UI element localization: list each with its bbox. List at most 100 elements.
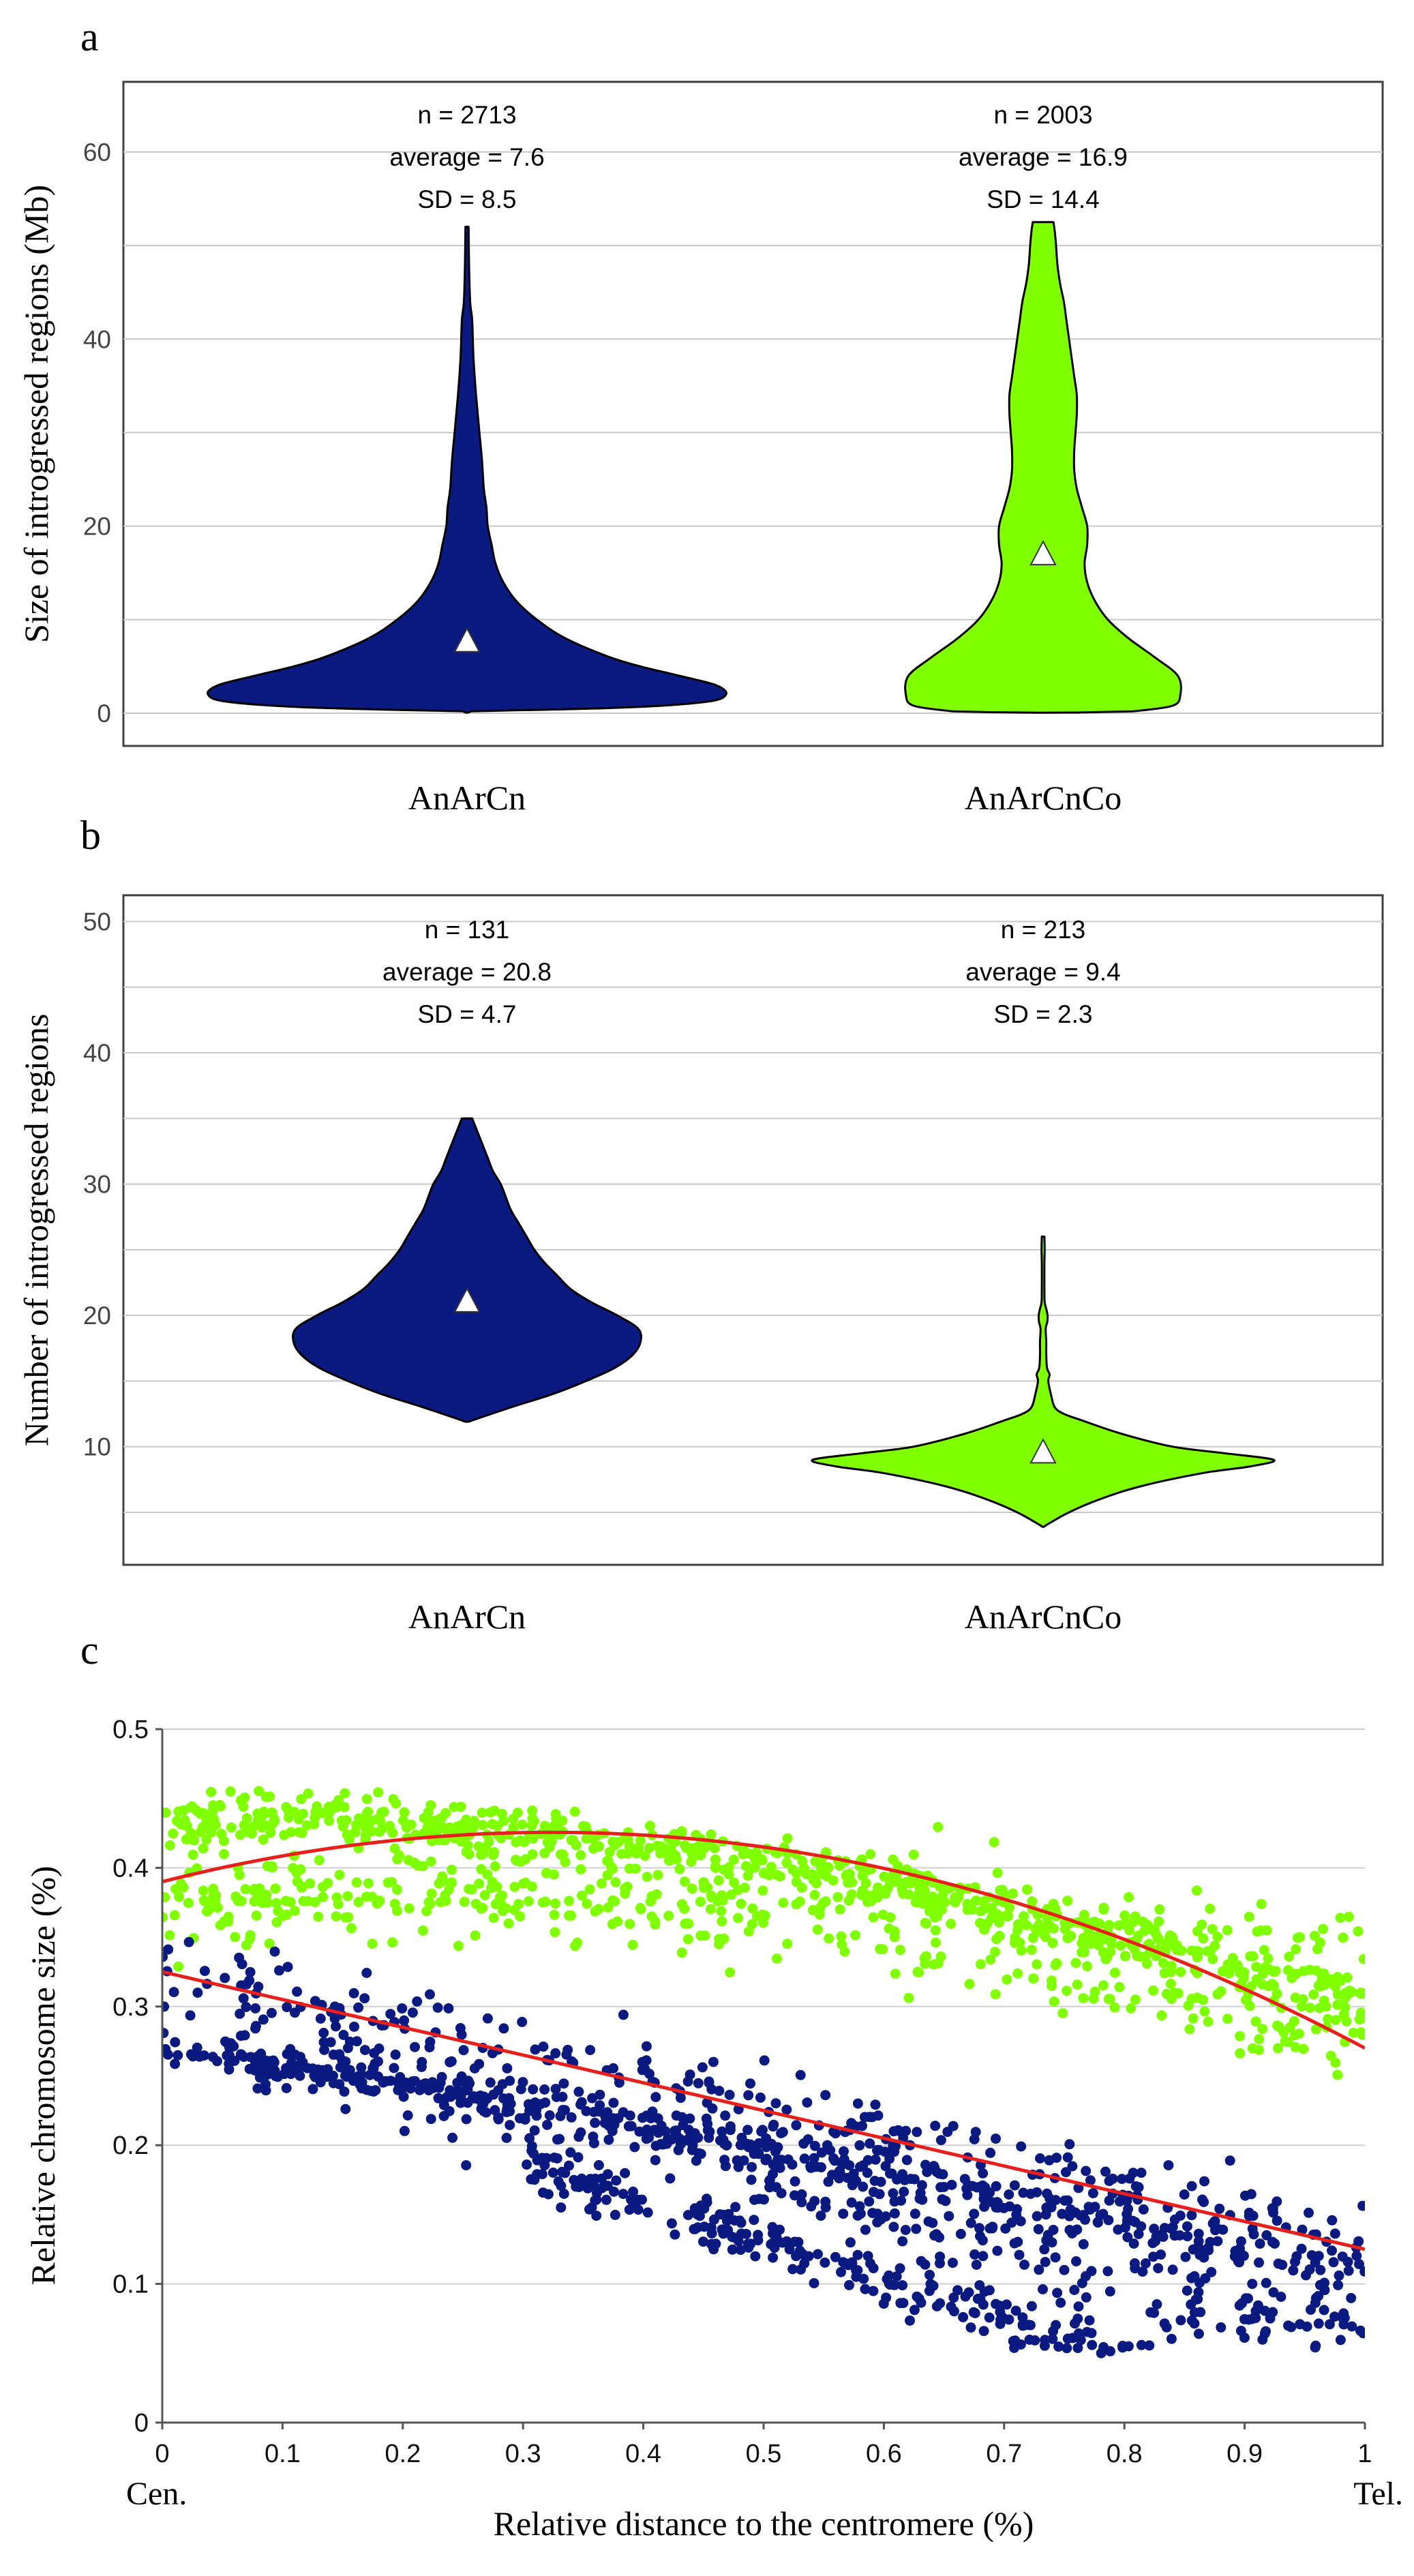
point-anarcn xyxy=(402,2110,413,2121)
point-anarcnco xyxy=(1270,1966,1281,1977)
point-anarcnco xyxy=(168,1828,179,1839)
point-anarcnco xyxy=(687,1883,697,1894)
point-anarcn xyxy=(750,2251,761,2262)
point-anarcnco xyxy=(903,1889,914,1900)
point-anarcn xyxy=(992,2201,1003,2212)
point-anarcn xyxy=(361,1968,372,1978)
point-anarcn xyxy=(344,2036,355,2047)
point-anarcn xyxy=(1145,2307,1156,2318)
point-anarcn xyxy=(542,2119,553,2130)
point-anarcnco xyxy=(1338,1932,1349,1943)
point-anarcn xyxy=(370,2085,381,2096)
point-anarcn xyxy=(872,2208,883,2219)
point-anarcnco xyxy=(750,1851,761,1861)
point-anarcn xyxy=(229,2055,240,2066)
point-anarcn xyxy=(162,2028,169,2039)
point-anarcnco xyxy=(477,1820,488,1831)
point-anarcn xyxy=(334,2079,345,2090)
point-anarcnco xyxy=(519,1837,530,1847)
point-anarcnco xyxy=(1050,1960,1061,1971)
point-anarcnco xyxy=(644,1821,655,1831)
point-anarcn xyxy=(1069,2285,1080,2295)
point-anarcnco xyxy=(1335,1913,1346,1923)
point-anarcn xyxy=(415,2084,425,2095)
point-anarcn xyxy=(1042,2188,1053,2199)
point-anarcn xyxy=(1050,2252,1061,2263)
point-anarcnco xyxy=(230,1932,241,1943)
point-anarcnco xyxy=(476,1849,487,1860)
point-anarcn xyxy=(245,1966,256,1977)
point-anarcnco xyxy=(496,1833,507,1844)
point-anarcn xyxy=(539,2084,550,2095)
point-anarcn xyxy=(1039,2244,1050,2255)
point-anarcn xyxy=(880,2211,891,2222)
point-anarcn xyxy=(1033,2223,1044,2234)
point-anarcn xyxy=(1151,2232,1162,2243)
point-anarcn xyxy=(1104,2195,1115,2206)
point-anarcn xyxy=(613,2113,624,2124)
point-anarcn xyxy=(425,2114,436,2125)
point-anarcnco xyxy=(717,1890,727,1901)
point-anarcnco xyxy=(624,1863,635,1874)
point-anarcn xyxy=(1061,2167,1071,2178)
point-anarcn xyxy=(1010,2335,1021,2346)
point-anarcn xyxy=(395,2071,406,2082)
point-anarcn xyxy=(637,2056,648,2067)
point-anarcnco xyxy=(1248,1951,1259,1962)
point-anarcn xyxy=(1042,2230,1053,2241)
point-anarcnco xyxy=(1066,1930,1077,1941)
point-anarcn xyxy=(802,2134,813,2145)
point-anarcn xyxy=(682,2210,693,2221)
point-anarcn xyxy=(241,1979,252,1990)
point-anarcn xyxy=(531,2110,542,2121)
point-anarcn xyxy=(761,2142,772,2153)
point-anarcn xyxy=(608,2063,619,2073)
point-anarcnco xyxy=(728,1855,739,1865)
point-anarcnco xyxy=(1062,1896,1073,1906)
point-anarcnco xyxy=(726,1889,736,1900)
point-anarcn xyxy=(199,1966,210,1977)
point-anarcn xyxy=(353,2002,364,2013)
point-anarcnco xyxy=(1152,1932,1162,1943)
point-anarcnco xyxy=(997,1885,1008,1896)
point-anarcnco xyxy=(627,1939,638,1950)
point-anarcnco xyxy=(569,1806,580,1817)
point-anarcnco xyxy=(387,1876,397,1887)
point-anarcn xyxy=(374,2043,385,2054)
point-anarcn xyxy=(1087,2188,1098,2199)
point-anarcnco xyxy=(884,1923,894,1934)
point-anarcnco xyxy=(179,1815,190,1826)
point-anarcn xyxy=(399,2125,410,2136)
point-anarcn xyxy=(978,2168,989,2178)
point-anarcnco xyxy=(1028,1973,1039,1984)
point-anarcn xyxy=(641,2110,652,2121)
panel-c-y-tick-label: 0.2 xyxy=(112,2131,149,2160)
point-anarcnco xyxy=(979,1924,990,1935)
point-anarcnco xyxy=(1310,2024,1321,2035)
point-anarcn xyxy=(1052,2288,1063,2298)
point-anarcnco xyxy=(392,1884,402,1895)
panel-b-stats-anarcn: n = 131 average = 20.8 SD = 4.7 xyxy=(382,916,552,1028)
point-anarcnco xyxy=(588,1833,599,1844)
point-anarcnco xyxy=(453,1941,464,1951)
point-anarcn xyxy=(1186,2299,1197,2310)
point-anarcnco xyxy=(301,1820,312,1831)
point-anarcn xyxy=(556,2181,567,2191)
point-anarcnco xyxy=(866,1896,877,1906)
point-anarcn xyxy=(1304,2207,1314,2218)
point-anarcn xyxy=(685,2113,695,2124)
point-anarcn xyxy=(1167,2264,1178,2275)
point-anarcn xyxy=(714,2209,725,2220)
point-anarcnco xyxy=(174,1891,184,1902)
point-anarcn xyxy=(607,2125,618,2136)
point-anarcnco xyxy=(403,1855,414,1866)
point-anarcnco xyxy=(470,1930,481,1941)
point-anarcn xyxy=(1354,2259,1364,2270)
point-anarcn xyxy=(524,2133,535,2144)
point-anarcnco xyxy=(318,1891,328,1902)
point-anarcnco xyxy=(339,1801,350,1812)
point-anarcn xyxy=(704,2126,715,2137)
point-anarcn xyxy=(1010,2305,1021,2316)
point-anarcnco xyxy=(650,1919,661,1930)
point-anarcnco xyxy=(1222,1925,1233,1936)
